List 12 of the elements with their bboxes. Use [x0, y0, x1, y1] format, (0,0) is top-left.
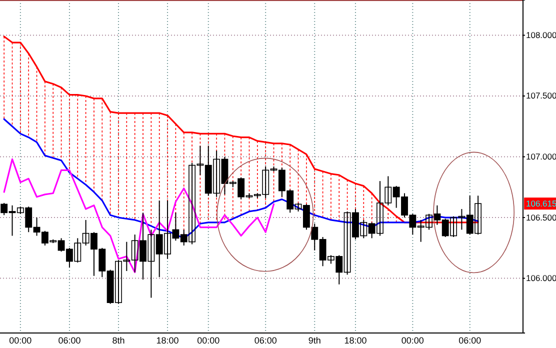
x-tick-label: 8th	[112, 335, 125, 346]
x-tick-label: 06:00	[254, 335, 277, 346]
x-tick-label: 06:00	[58, 335, 81, 346]
x-tick-label: 06:00	[458, 335, 482, 346]
x-tick-label: 18:00	[156, 335, 179, 346]
x-tick-label: 18:00	[344, 335, 367, 346]
x-tick-label: 9th	[308, 335, 321, 346]
x-tick-label: 00:00	[9, 335, 32, 346]
x-tick-label: 00:00	[197, 335, 220, 346]
x-tick-label: 00:00	[401, 335, 424, 346]
annotation: 106.615	[526, 198, 556, 209]
line-series	[3, 158, 275, 274]
